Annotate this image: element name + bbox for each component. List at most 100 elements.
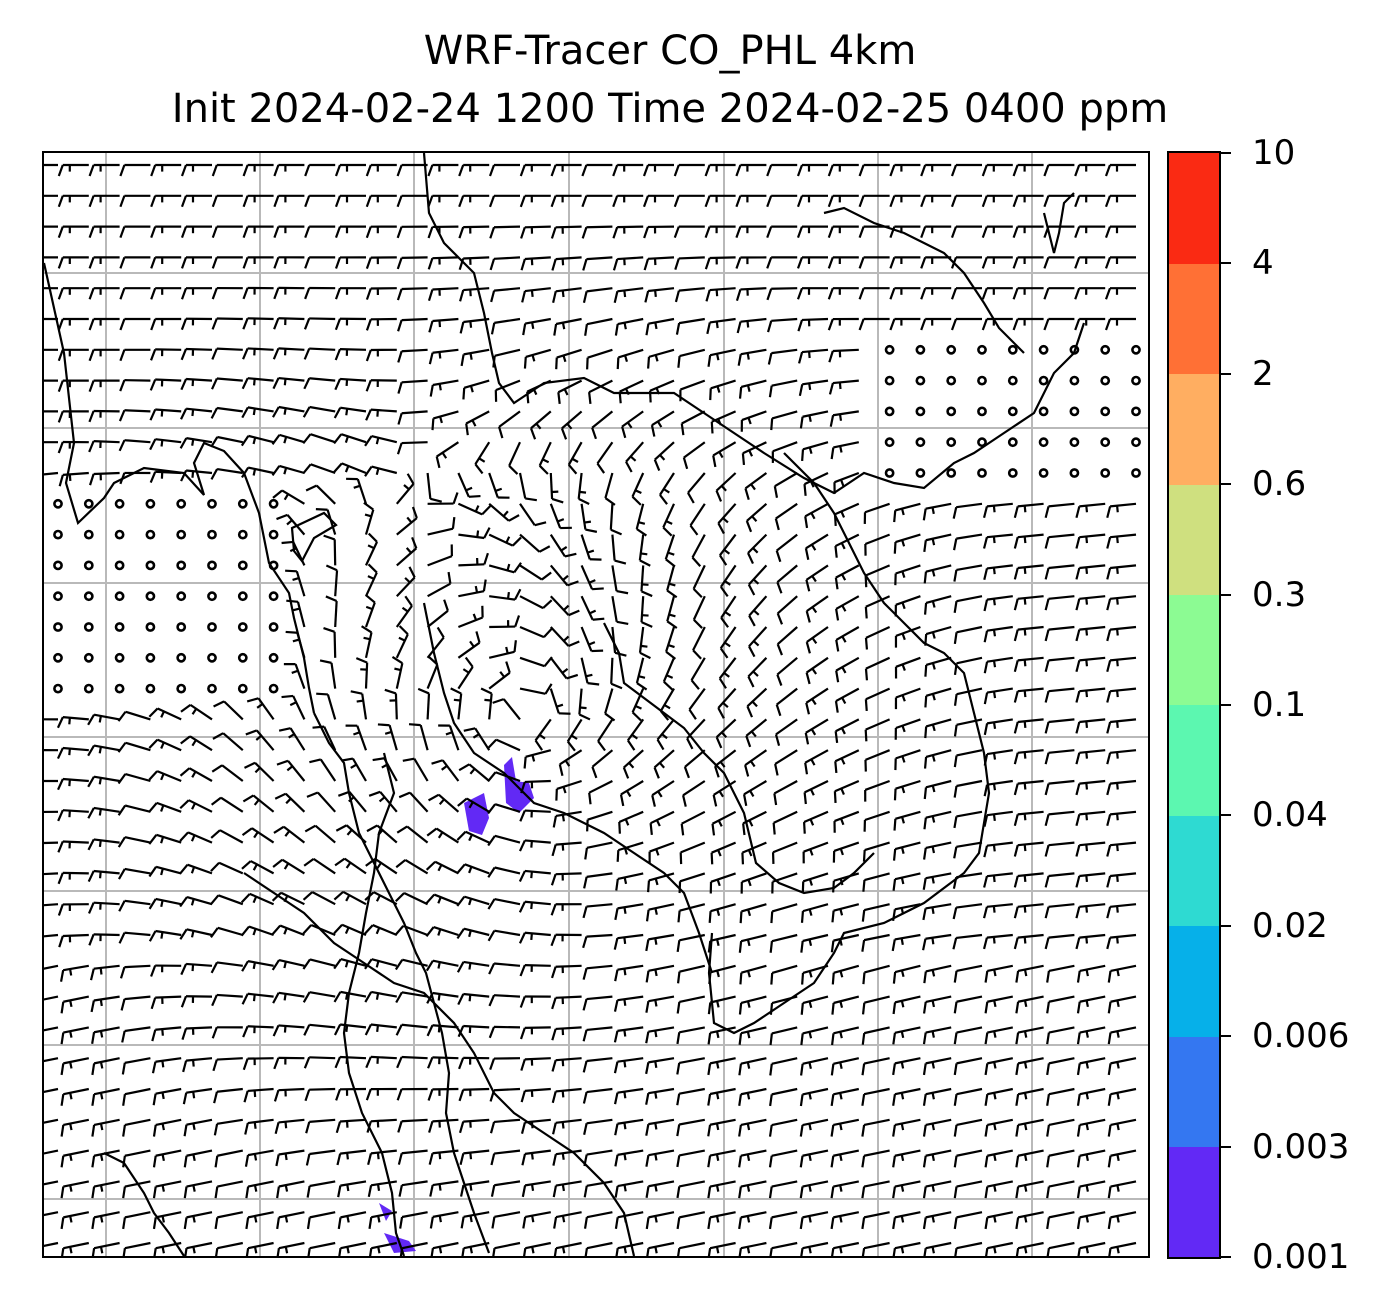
wind-barb <box>244 761 275 782</box>
wind-barb <box>365 163 397 177</box>
wind-barb <box>458 1118 490 1134</box>
wind-barb <box>122 1241 151 1256</box>
wind-barb <box>508 441 521 475</box>
wind-barb <box>553 1241 582 1256</box>
wind-barb <box>710 410 737 434</box>
wind-barb <box>119 225 151 238</box>
wind-barb <box>521 1149 551 1166</box>
wind-barb <box>622 749 644 779</box>
calm-wind-circle <box>1069 344 1080 355</box>
wind-barb <box>833 471 860 494</box>
wind-barb <box>550 933 582 947</box>
wind-barb <box>953 749 983 768</box>
wind-barb <box>397 1149 428 1165</box>
wind-barb <box>335 1118 367 1134</box>
wind-barb <box>304 163 336 177</box>
wind-barb <box>924 656 952 677</box>
wind-barb <box>653 441 675 471</box>
wind-barb <box>333 923 367 937</box>
calm-wind-circle <box>1007 468 1018 478</box>
wind-barb <box>567 441 583 475</box>
calm-wind-circle <box>977 375 987 386</box>
wind-barb <box>1107 1087 1137 1106</box>
wind-barb <box>766 194 798 208</box>
wind-barb <box>334 347 367 361</box>
wind-barb <box>429 379 459 397</box>
wind-barb <box>271 891 305 906</box>
wind-barb <box>428 1149 459 1165</box>
wind-barb <box>350 690 368 720</box>
wind-barb <box>1107 1118 1137 1137</box>
wind-barb <box>44 317 58 321</box>
wind-barb <box>861 1211 890 1230</box>
wind-barb <box>245 1211 274 1230</box>
colorbar-tick <box>1221 262 1231 265</box>
wind-barb <box>832 841 860 863</box>
wind-barb <box>520 1087 551 1103</box>
wind-barb <box>953 718 983 737</box>
calm-wind-circle <box>884 344 895 355</box>
wind-barb <box>1108 1241 1137 1256</box>
wind-barb <box>827 287 859 300</box>
wind-barb <box>428 348 459 365</box>
wind-barb <box>770 903 798 924</box>
calm-wind-circle <box>915 468 926 478</box>
wind-barb <box>981 194 1013 208</box>
wind-barb <box>148 833 182 845</box>
calm-wind-circle <box>1131 375 1141 386</box>
wind-barb <box>122 1118 151 1137</box>
wind-barb <box>242 317 274 330</box>
colorbar-tick <box>1221 483 1231 486</box>
wind-barb <box>766 163 798 177</box>
wind-barb <box>518 931 551 944</box>
wind-barb <box>44 1149 59 1155</box>
wind-barb <box>1015 995 1044 1014</box>
wind-barb <box>1044 718 1075 734</box>
wind-barb <box>771 441 798 463</box>
wind-barb <box>210 961 243 974</box>
calm-wind-circle <box>83 683 94 694</box>
wind-barb <box>519 533 551 553</box>
wind-barb <box>333 958 367 970</box>
wind-barb <box>87 775 120 788</box>
wind-barb <box>306 1180 336 1198</box>
wind-barb <box>613 287 644 303</box>
wind-barb <box>858 317 890 331</box>
wind-barb <box>487 771 521 783</box>
wind-barb <box>1076 1087 1106 1106</box>
wind-barb <box>748 595 768 627</box>
wind-barb <box>395 892 429 906</box>
wind-barb <box>549 564 579 587</box>
wind-barb <box>747 564 768 596</box>
calm-wind-circle <box>237 622 248 632</box>
wind-barb <box>800 1241 829 1256</box>
map-canvas[interactable] <box>44 153 1148 1256</box>
wind-barb <box>739 903 767 924</box>
wind-barb <box>427 516 456 536</box>
wind-barb <box>583 872 613 889</box>
wind-barb <box>680 410 706 436</box>
wind-barb <box>775 687 798 717</box>
wind-barb <box>718 533 737 566</box>
wind-barb <box>302 891 336 906</box>
wind-barb <box>87 869 120 883</box>
wind-barb <box>953 1118 983 1137</box>
wind-barb <box>892 841 921 861</box>
wind-barb <box>278 727 306 751</box>
wind-barb <box>1074 163 1106 177</box>
wind-barb <box>241 992 274 1005</box>
wind-barb <box>745 718 768 748</box>
wind-barb <box>245 1241 274 1256</box>
wind-barb <box>335 824 367 844</box>
wind-barb <box>119 964 151 979</box>
wind-barb <box>488 194 521 208</box>
wind-barb <box>650 410 675 437</box>
wind-barb <box>88 317 120 331</box>
wind-barb <box>210 467 243 480</box>
wind-barb <box>489 1087 521 1102</box>
wind-barb <box>864 595 891 619</box>
colorbar-label: 0.3 <box>1252 574 1307 615</box>
wind-barb <box>58 933 89 948</box>
wind-barb <box>519 809 551 822</box>
map-panel[interactable] <box>42 151 1150 1258</box>
